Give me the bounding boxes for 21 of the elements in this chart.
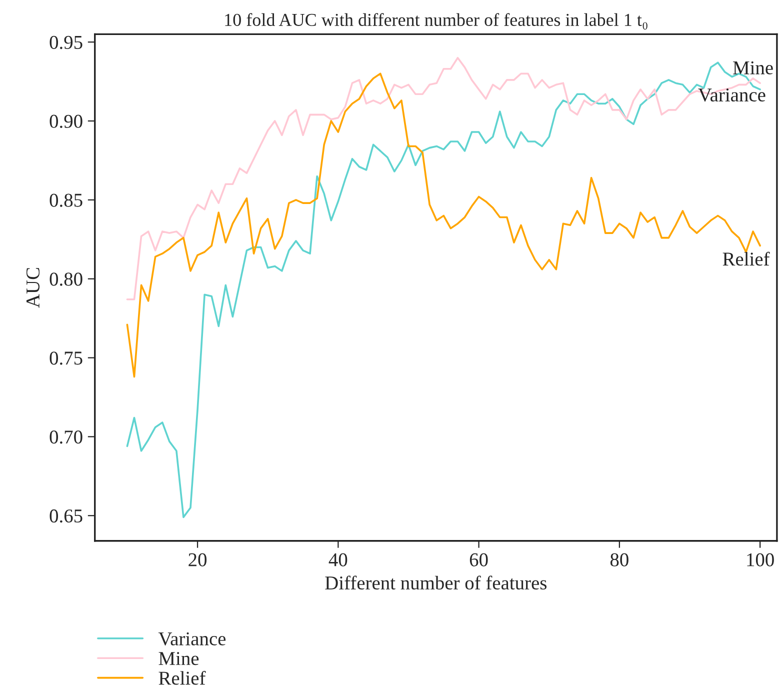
x-tick-label: 40 (328, 553, 348, 566)
y-tick-label: 0.70 (50, 430, 82, 444)
y-tick-label: 0.65 (50, 509, 82, 523)
y-tick-label: 0.90 (50, 114, 82, 128)
x-tick-label: 20 (188, 553, 207, 566)
annotation: Relief (722, 252, 770, 266)
legend-label: Variance (158, 632, 226, 646)
x-tick-label: 100 (747, 553, 774, 566)
y-tick-label: 0.95 (50, 36, 82, 50)
x-axis-title: Different number of features (325, 576, 547, 590)
annotation: Variance (698, 88, 766, 102)
y-tick-label: 0.80 (50, 272, 82, 286)
x-tick-label: 60 (470, 553, 488, 566)
y-tick-label: 0.75 (50, 352, 82, 365)
chart-title: 10 fold AUC with different number of features in label 1 t₀ (225, 13, 648, 30)
legend-label: Mine (158, 652, 199, 666)
annotation: Mine (733, 61, 773, 74)
legend-label: Relief (158, 670, 206, 685)
x-tick-label: 80 (610, 553, 628, 566)
y-axis-title: AUC (26, 268, 40, 308)
y-tick-label: 0.85 (50, 194, 82, 207)
